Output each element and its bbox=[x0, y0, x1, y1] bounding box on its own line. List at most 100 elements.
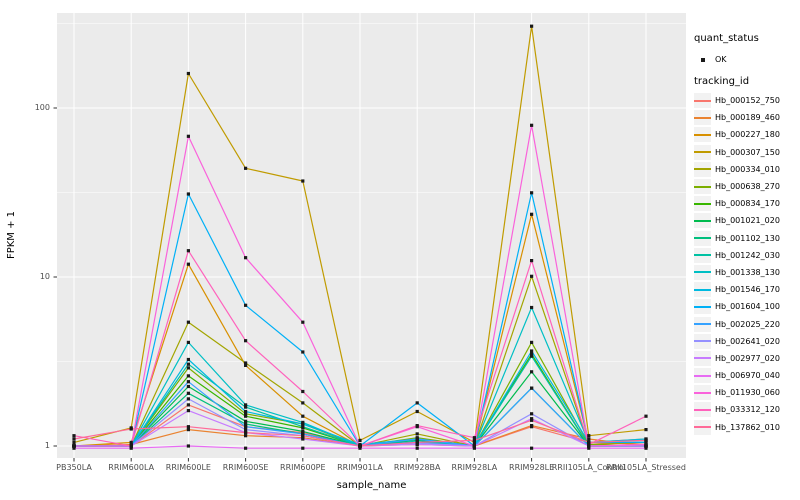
legend-entry: Hb_000834_170 bbox=[694, 195, 798, 212]
data-point bbox=[530, 354, 534, 358]
data-point bbox=[244, 363, 248, 367]
legend-entry-label: Hb_002977_020 bbox=[715, 353, 780, 363]
legend-key-line-icon bbox=[694, 333, 711, 349]
x-tick-label: RRIM600PE bbox=[280, 463, 326, 472]
x-tick-label: RRII105LA_Control bbox=[551, 463, 626, 472]
legend-key-line-icon bbox=[694, 127, 711, 143]
point-symbol-icon bbox=[694, 51, 711, 68]
legend-entry-label: Hb_002025_220 bbox=[715, 319, 780, 329]
data-point bbox=[644, 414, 648, 418]
legend-key-line-icon bbox=[694, 93, 711, 109]
legend-key-line-icon bbox=[694, 161, 711, 177]
data-point bbox=[186, 444, 190, 448]
data-point bbox=[530, 352, 534, 356]
data-point bbox=[186, 71, 190, 76]
data-point bbox=[186, 249, 190, 253]
data-point bbox=[244, 425, 248, 429]
data-point bbox=[358, 438, 362, 442]
x-tick-label: RRIM928BA bbox=[393, 463, 441, 472]
data-point bbox=[244, 303, 248, 307]
x-tick-label: RRIM928LA bbox=[451, 463, 498, 472]
legend-title-tracking-id: tracking_id bbox=[694, 76, 750, 87]
data-point bbox=[415, 437, 419, 441]
data-point bbox=[244, 409, 248, 414]
x-tick-label: RRIM928LE bbox=[509, 463, 555, 472]
data-point bbox=[244, 403, 248, 407]
data-point bbox=[186, 403, 190, 407]
data-point bbox=[244, 414, 248, 418]
data-point bbox=[244, 428, 248, 432]
data-point bbox=[530, 212, 534, 216]
data-point bbox=[186, 374, 190, 378]
legend-entry: Hb_001546_170 bbox=[694, 281, 798, 298]
data-point bbox=[301, 446, 305, 450]
data-point bbox=[530, 386, 534, 390]
data-point bbox=[72, 444, 76, 448]
data-point bbox=[587, 446, 591, 450]
legend-entry-label: Hb_000334_010 bbox=[715, 164, 780, 174]
data-point bbox=[530, 370, 534, 374]
data-point bbox=[530, 446, 534, 450]
data-point bbox=[644, 428, 648, 432]
legend-entry-label: Hb_000834_170 bbox=[715, 199, 780, 209]
legend-key-line-icon bbox=[694, 179, 711, 195]
data-point bbox=[301, 429, 305, 433]
data-point bbox=[644, 446, 648, 450]
data-point bbox=[186, 409, 190, 413]
data-point bbox=[415, 440, 419, 444]
data-point bbox=[587, 440, 591, 444]
x-tick-label: RRIM600LA bbox=[108, 463, 155, 472]
data-point bbox=[587, 434, 591, 438]
data-point bbox=[129, 446, 133, 450]
legend-entry: Hb_000638_270 bbox=[694, 178, 798, 195]
data-point bbox=[472, 440, 476, 444]
data-point bbox=[244, 256, 248, 260]
data-point bbox=[301, 432, 305, 436]
legend-key-line-icon bbox=[694, 316, 711, 332]
legend-entry-quant-ok: OK bbox=[694, 51, 798, 68]
data-point bbox=[244, 446, 248, 450]
data-point bbox=[358, 444, 362, 448]
legend-entry-label: OK bbox=[715, 55, 727, 64]
legend-entry: Hb_033312_120 bbox=[694, 401, 798, 418]
data-point bbox=[186, 362, 190, 366]
legend-key-line-icon bbox=[694, 385, 711, 401]
plot-panel bbox=[57, 13, 686, 458]
data-point bbox=[186, 380, 190, 384]
legend-entry-label: Hb_011930_060 bbox=[715, 388, 780, 398]
data-point bbox=[129, 440, 133, 444]
data-point bbox=[301, 179, 305, 183]
data-point bbox=[530, 424, 534, 428]
data-point bbox=[244, 419, 248, 423]
legend-entry-label: Hb_001242_030 bbox=[715, 250, 780, 260]
legend-entry: Hb_000152_750 bbox=[694, 92, 798, 109]
data-point bbox=[244, 422, 248, 426]
data-point bbox=[244, 405, 248, 409]
y-tick-label: 1 bbox=[44, 441, 50, 450]
data-point bbox=[301, 425, 305, 429]
data-point bbox=[530, 123, 534, 127]
data-point bbox=[472, 438, 476, 442]
data-point bbox=[72, 446, 76, 450]
legend-entry: Hb_001242_030 bbox=[694, 247, 798, 264]
legend-entry: Hb_002641_020 bbox=[694, 333, 798, 350]
legend-entry-label: Hb_000227_180 bbox=[715, 130, 780, 140]
data-point bbox=[301, 401, 305, 405]
legend-entry-label: Hb_001338_130 bbox=[715, 267, 780, 277]
legend-entry: Hb_137862_010 bbox=[694, 419, 798, 436]
legend-key-line-icon bbox=[694, 368, 711, 384]
data-point bbox=[129, 444, 133, 448]
data-point bbox=[644, 442, 648, 447]
x-tick-label: RRIM600LE bbox=[165, 463, 211, 472]
data-point bbox=[186, 391, 190, 395]
y-tick-label: 100 bbox=[34, 103, 50, 112]
data-point bbox=[72, 437, 76, 441]
data-point bbox=[530, 259, 534, 263]
data-point bbox=[415, 401, 419, 405]
legend-entry-label: Hb_006970_040 bbox=[715, 371, 780, 381]
data-point bbox=[301, 414, 305, 418]
legend-key-line-icon bbox=[694, 213, 711, 229]
x-tick-label: RRIM600SE bbox=[222, 463, 269, 472]
legend-key-line-icon bbox=[694, 230, 711, 246]
